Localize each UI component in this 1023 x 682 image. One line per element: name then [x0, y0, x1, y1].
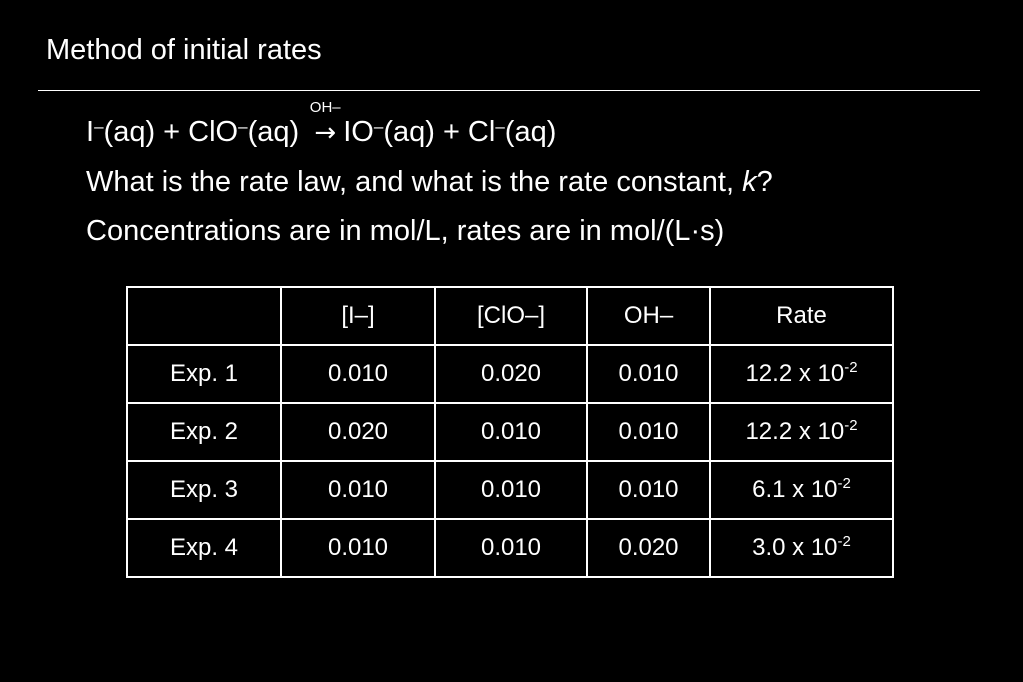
- chloride: (aq) + Cl: [383, 116, 496, 148]
- units-line: Concentrations are in mol/L, rates are i…: [86, 215, 725, 247]
- arrow-icon: →: [314, 118, 337, 148]
- hypochlorite-state: (aq): [247, 116, 308, 148]
- title-divider: [38, 90, 980, 91]
- exp-label: Exp. 2: [126, 402, 282, 462]
- hypochlorite-conc: 0.010: [434, 460, 588, 520]
- hypochlorite-conc: 0.010: [434, 518, 588, 578]
- rate-exponent: -2: [844, 359, 858, 376]
- header-label: [I–]: [341, 302, 375, 329]
- iodide-conc: 0.010: [280, 344, 436, 404]
- rate-cell: 6.1 x 10-2: [709, 460, 894, 520]
- iodide-conc: 0.010: [280, 460, 436, 520]
- hydroxide-conc: 0.010: [586, 402, 711, 462]
- iodide-conc: 0.010: [280, 518, 436, 578]
- table-row: Exp. 1 0.010 0.020 0.010 12.2 x 10-2: [126, 344, 894, 404]
- rate-exponent: -2: [844, 417, 858, 434]
- rate-cell: 12.2 x 10-2: [709, 402, 894, 462]
- question-end: ?: [756, 166, 773, 198]
- reaction-arrow: OH– →: [307, 100, 343, 151]
- rate-cell: 3.0 x 10-2: [709, 518, 894, 578]
- hypoiodite: IO: [343, 116, 374, 148]
- rate-exponent: -2: [837, 533, 851, 550]
- hydroxide-conc: 0.010: [586, 460, 711, 520]
- rate-mantissa: 12.2 x 10: [745, 418, 845, 445]
- exp-label: Exp. 3: [126, 460, 282, 520]
- rate-cell: 12.2 x 10-2: [709, 344, 894, 404]
- iodide-conc: 0.020: [280, 402, 436, 462]
- hypochlorite: (aq) + ClO: [103, 116, 239, 148]
- header-cell: Rate: [709, 286, 894, 346]
- header-cell: [126, 286, 282, 346]
- iodide: I: [86, 116, 95, 148]
- table-header-row: [I–] [ClO–] OH– Rate: [126, 286, 894, 346]
- question-text: What is the rate law, and what is the ra…: [86, 166, 743, 198]
- catalyst-label: OH–: [309, 99, 341, 116]
- table-row: Exp. 2 0.020 0.010 0.010 12.2 x 10-2: [126, 402, 894, 462]
- exp-label: Exp. 1: [126, 344, 282, 404]
- iodide-charge: –: [94, 117, 104, 136]
- header-cell: [ClO–]: [434, 286, 588, 346]
- hypochlorite-charge: –: [238, 117, 248, 136]
- rate-mantissa: 6.1 x 10: [752, 476, 838, 503]
- rate-exponent: -2: [837, 475, 851, 492]
- chloride-state: (aq): [504, 116, 557, 148]
- hydroxide-conc: 0.010: [586, 344, 711, 404]
- rate-mantissa: 3.0 x 10: [752, 534, 838, 561]
- header-label: [ClO–]: [476, 302, 545, 329]
- rate-mantissa: 12.2 x 10: [745, 360, 845, 387]
- exp-label: Exp. 4: [126, 518, 282, 578]
- hydroxide-conc: 0.020: [586, 518, 711, 578]
- slide-title: Method of initial rates: [46, 34, 322, 66]
- initial-rates-table: [I–] [ClO–] OH– Rate Exp. 1 0.010 0.020 …: [126, 286, 894, 578]
- header-cell: [I–]: [280, 286, 436, 346]
- hypochlorite-conc: 0.020: [434, 344, 588, 404]
- table-row: Exp. 3 0.010 0.010 0.010 6.1 x 10-2: [126, 460, 894, 520]
- header-cell: OH–: [586, 286, 711, 346]
- hypochlorite-conc: 0.010: [434, 402, 588, 462]
- table-row: Exp. 4 0.010 0.010 0.020 3.0 x 10-2: [126, 518, 894, 578]
- header-label: OH–: [623, 302, 674, 329]
- question-line: What is the rate law, and what is the ra…: [86, 164, 773, 200]
- rate-constant-var: k: [742, 166, 757, 198]
- chloride-charge: –: [495, 117, 505, 136]
- reaction-equation: I–(aq) + ClO–(aq) OH– → IO–(aq) + Cl–(aq): [86, 100, 557, 154]
- hypoiodite-charge: –: [373, 117, 384, 136]
